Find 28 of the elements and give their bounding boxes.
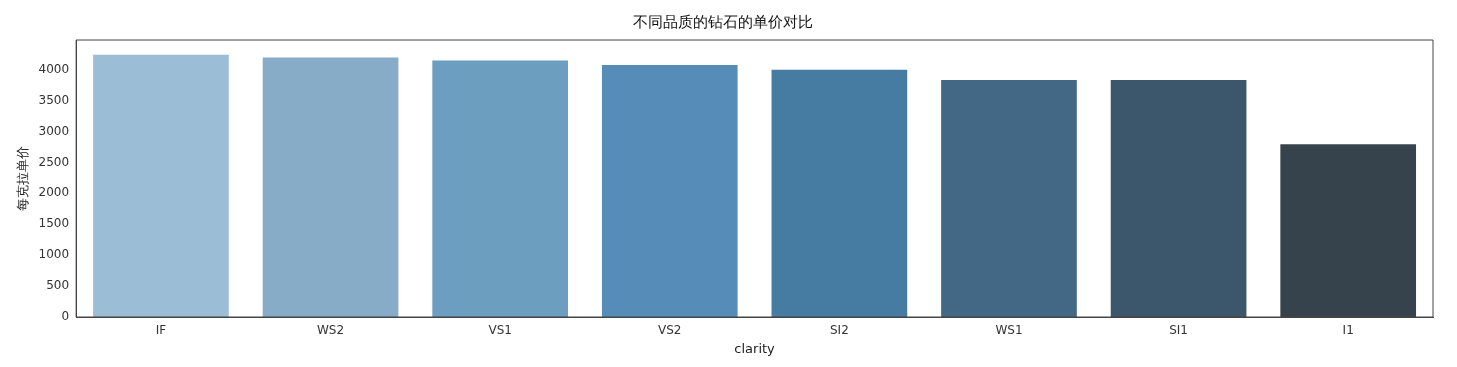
x-tick-label: WS1 [995,323,1023,338]
bar [432,60,568,317]
x-tick-label: WS2 [316,323,345,338]
bar [601,65,738,317]
y-tick-label: 3500 [38,92,70,107]
y-tick-label: 4000 [38,61,70,76]
x-axis-title: clarity [734,340,776,356]
bar [93,54,229,317]
x-tick-label: SI2 [829,323,849,338]
x-tick-label: VS1 [488,323,512,338]
x-tick-label: SI1 [1169,323,1188,338]
x-tick-label: VS2 [658,323,682,338]
y-tick-label: 2000 [38,185,70,200]
bar [941,79,1077,317]
y-tick-label: 2500 [38,154,70,169]
x-tick-label: IF [155,323,167,338]
bar [262,57,399,317]
bar [1280,144,1417,317]
bar [1110,79,1247,317]
y-tick-label: 1000 [38,247,70,262]
y-tick-label: 0 [61,309,70,324]
y-tick-label: 500 [46,278,70,293]
y-tick-label: 3000 [38,123,70,138]
x-tick-label: I1 [1342,323,1354,338]
bar [771,69,908,317]
y-tick-label: 1500 [38,216,70,231]
chart-title: 不同品质的钻石的单价对比 [632,12,813,31]
y-axis-title: 每克拉单价 [15,146,31,211]
